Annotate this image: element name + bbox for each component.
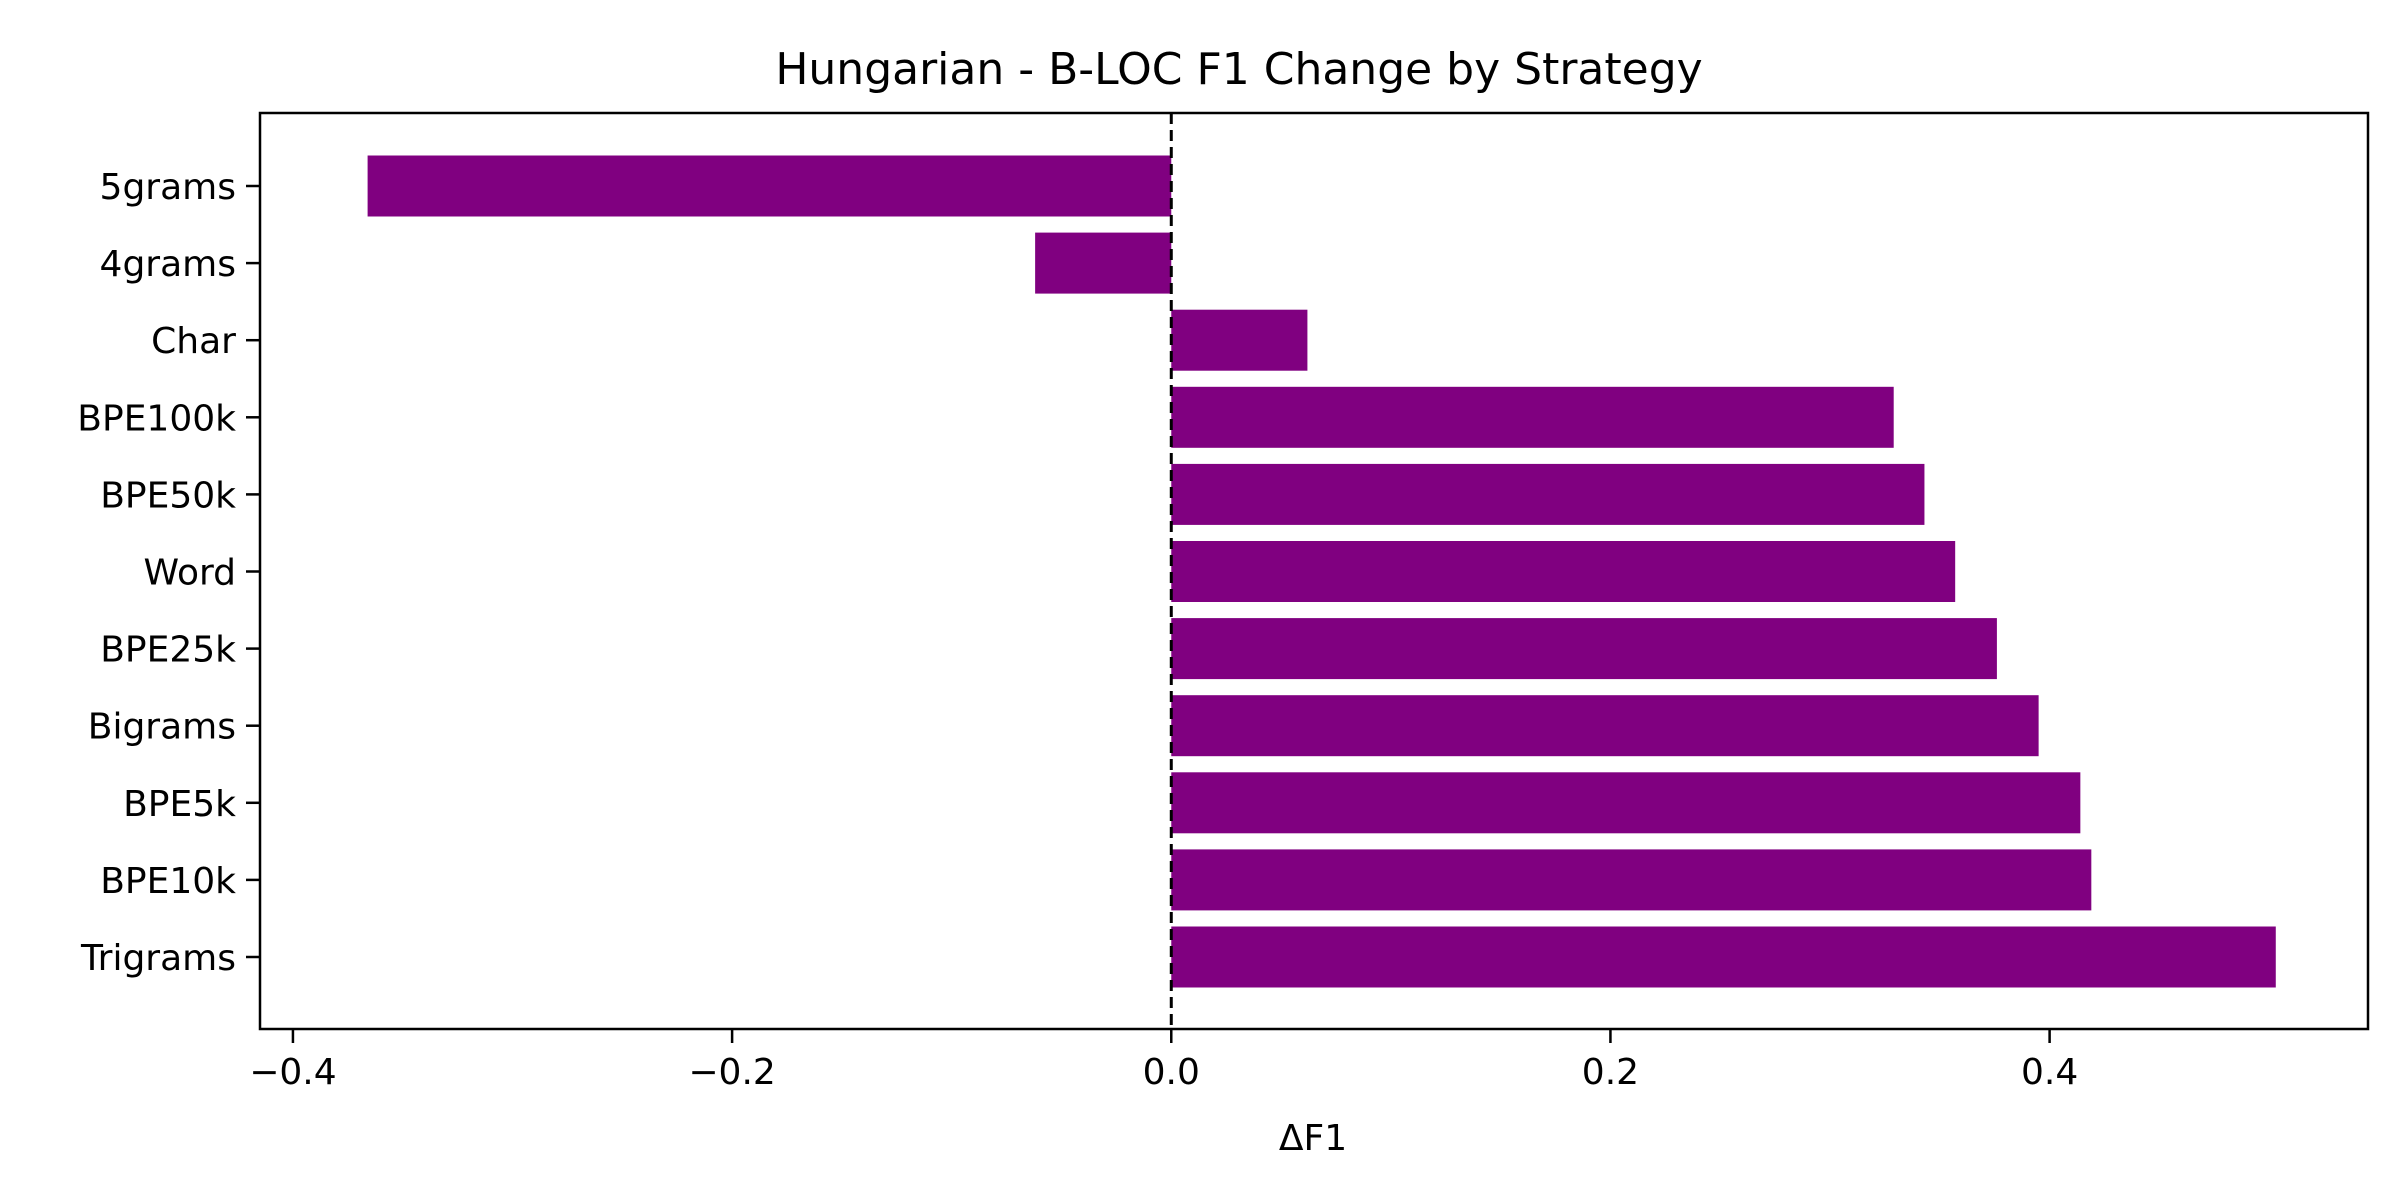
y-axis-ticks: Trigrams BPE10k BPE5k Bigrams BPE25k Word BPE5… bbox=[77, 167, 260, 979]
y-tick-label: Char bbox=[151, 321, 236, 362]
bar-bigrams bbox=[1171, 695, 2039, 757]
y-tick-label: BPE50k bbox=[100, 475, 236, 516]
x-tick-label: −0.2 bbox=[688, 1052, 775, 1093]
bar-4grams bbox=[1035, 232, 1172, 294]
y-tick-label: BPE25k bbox=[100, 630, 236, 671]
y-tick-label: 5grams bbox=[100, 167, 236, 208]
y-tick-label: 4grams bbox=[100, 244, 236, 285]
bars-group bbox=[367, 155, 2276, 988]
x-axis-ticks: −0.4 −0.2 0.0 0.2 0.4 bbox=[249, 1029, 2078, 1093]
bar-bpe25k bbox=[1171, 618, 1997, 680]
y-tick-label: Word bbox=[143, 553, 236, 594]
y-tick-label: Trigrams bbox=[80, 938, 236, 979]
plot-frame bbox=[258, 111, 2370, 1031]
bar-bpe10k bbox=[1171, 849, 2092, 911]
bar-5grams bbox=[367, 155, 1172, 217]
bar-word bbox=[1171, 541, 1956, 602]
x-tick-label: 0.4 bbox=[2021, 1052, 2078, 1093]
bar-bpe5k bbox=[1171, 772, 2081, 834]
bar-trigrams bbox=[1171, 926, 2276, 988]
x-tick-label: 0.2 bbox=[1582, 1052, 1639, 1093]
y-tick-label: BPE100k bbox=[77, 398, 236, 439]
y-tick-label: Bigrams bbox=[88, 707, 236, 748]
bar-bpe100k bbox=[1171, 386, 1894, 448]
x-tick-label: −0.4 bbox=[249, 1052, 336, 1093]
y-tick-label: BPE10k bbox=[100, 861, 236, 902]
chart-title: Hungarian - B-LOC F1 Change by Strategy bbox=[775, 44, 1702, 95]
bar-bpe50k bbox=[1171, 463, 1925, 525]
x-axis-label: ΔF1 bbox=[1279, 1118, 1347, 1159]
y-tick-label: BPE5k bbox=[123, 784, 236, 825]
x-tick-label: 0.0 bbox=[1143, 1052, 1200, 1093]
bar-char bbox=[1171, 309, 1308, 371]
